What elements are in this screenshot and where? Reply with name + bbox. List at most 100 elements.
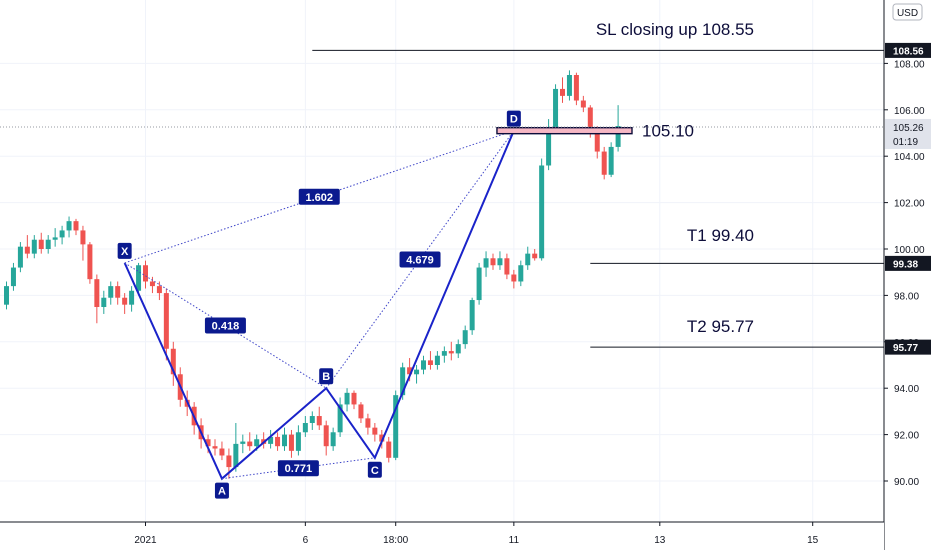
candle-body — [573, 75, 579, 101]
candle — [393, 390, 399, 461]
ratio-label: 0.418 — [204, 317, 246, 334]
last-price-tag-box — [885, 118, 931, 149]
candle — [427, 351, 433, 370]
candle-body — [31, 239, 37, 254]
candle — [101, 290, 107, 314]
candle — [469, 297, 475, 335]
time-tick-label: 13 — [654, 535, 666, 546]
pattern-point-box — [319, 368, 334, 385]
candle-body — [511, 274, 517, 282]
currency-button-label: USD — [897, 8, 918, 19]
candle — [66, 216, 72, 238]
candle-body — [309, 416, 315, 423]
candle-body — [233, 443, 239, 468]
price-tick-label: 108.00 — [894, 59, 925, 70]
candle — [309, 411, 315, 430]
candle-body — [275, 436, 281, 447]
candle-body — [45, 239, 51, 249]
candle — [566, 70, 572, 101]
pattern-point-text: C — [371, 465, 379, 477]
candle — [386, 436, 392, 463]
candle — [539, 158, 545, 261]
candle-body — [52, 237, 58, 240]
candle-body — [448, 351, 454, 354]
candle — [240, 434, 246, 454]
ratio-label: 1.602 — [298, 188, 340, 205]
candle-body — [462, 330, 468, 345]
pattern-point-a: A — [214, 482, 229, 499]
candle — [560, 77, 565, 103]
candle-body — [163, 293, 169, 349]
candle — [441, 346, 447, 363]
candle-body — [136, 265, 142, 291]
candle — [143, 260, 148, 289]
candle-body — [219, 448, 225, 456]
candle-body — [518, 265, 524, 282]
candle-body — [504, 258, 510, 275]
level-price-tag-text: 99.38 — [893, 259, 918, 270]
candle-body — [212, 446, 218, 449]
candle — [247, 432, 253, 451]
candle — [268, 429, 274, 449]
level-price-tag: 95.77 — [885, 339, 931, 355]
pattern-point-text: X — [121, 246, 129, 258]
candle — [275, 432, 281, 451]
candle-body — [143, 265, 148, 282]
candle-body — [316, 416, 322, 426]
candle — [115, 281, 121, 305]
pattern-point-text: D — [510, 114, 518, 126]
candle-body — [441, 351, 447, 356]
candle — [24, 235, 30, 259]
candle — [462, 325, 468, 349]
price-tick-label: 92.00 — [894, 431, 919, 442]
candle — [532, 249, 538, 261]
price-tick-label: 100.00 — [894, 245, 925, 256]
candle-body — [476, 267, 482, 301]
candle — [573, 72, 579, 106]
time-tick-label: 6 — [303, 535, 309, 546]
candle-body — [295, 432, 301, 451]
candle — [212, 439, 218, 456]
candle-body — [38, 239, 44, 249]
candle-body — [608, 146, 614, 175]
candle-body — [379, 434, 385, 442]
candle-body — [115, 286, 121, 298]
time-tick-label: 2021 — [134, 535, 157, 546]
candle-body — [386, 441, 392, 458]
candle-body — [400, 367, 406, 396]
price-axis[interactable]: 90.0092.0094.0096.0098.00100.00102.00104… — [883, 0, 932, 550]
candle — [295, 425, 301, 456]
candle-body — [615, 126, 621, 147]
price-tick-label: 94.00 — [894, 384, 919, 395]
candle-body — [101, 297, 107, 307]
candle — [282, 427, 287, 451]
level-price-tag-box — [885, 339, 931, 355]
candle-body — [344, 392, 350, 405]
candle — [414, 365, 420, 384]
last-price-tag-text: 105.26 — [893, 123, 924, 134]
candle-body — [282, 434, 287, 447]
candle — [483, 251, 489, 277]
candle — [351, 390, 357, 410]
currency-button[interactable]: USD — [892, 3, 923, 21]
candle-body — [73, 221, 79, 231]
candle-body — [254, 439, 260, 447]
pattern-point-box — [506, 110, 521, 127]
candle — [52, 228, 58, 247]
ratio-label-text: 1.602 — [305, 192, 333, 204]
price-tick-label: 104.00 — [894, 152, 925, 163]
candle — [170, 341, 176, 386]
ratio-label: 4.679 — [399, 251, 441, 268]
candle — [219, 441, 225, 461]
candle — [10, 262, 16, 291]
price-tick-label: 106.00 — [894, 106, 925, 117]
price-axis-bg — [884, 0, 932, 550]
candle — [504, 253, 510, 280]
candle-body — [226, 455, 232, 468]
candle-body — [497, 258, 503, 266]
ratio-label-text: 0.418 — [212, 321, 240, 333]
candle-body — [337, 404, 343, 433]
